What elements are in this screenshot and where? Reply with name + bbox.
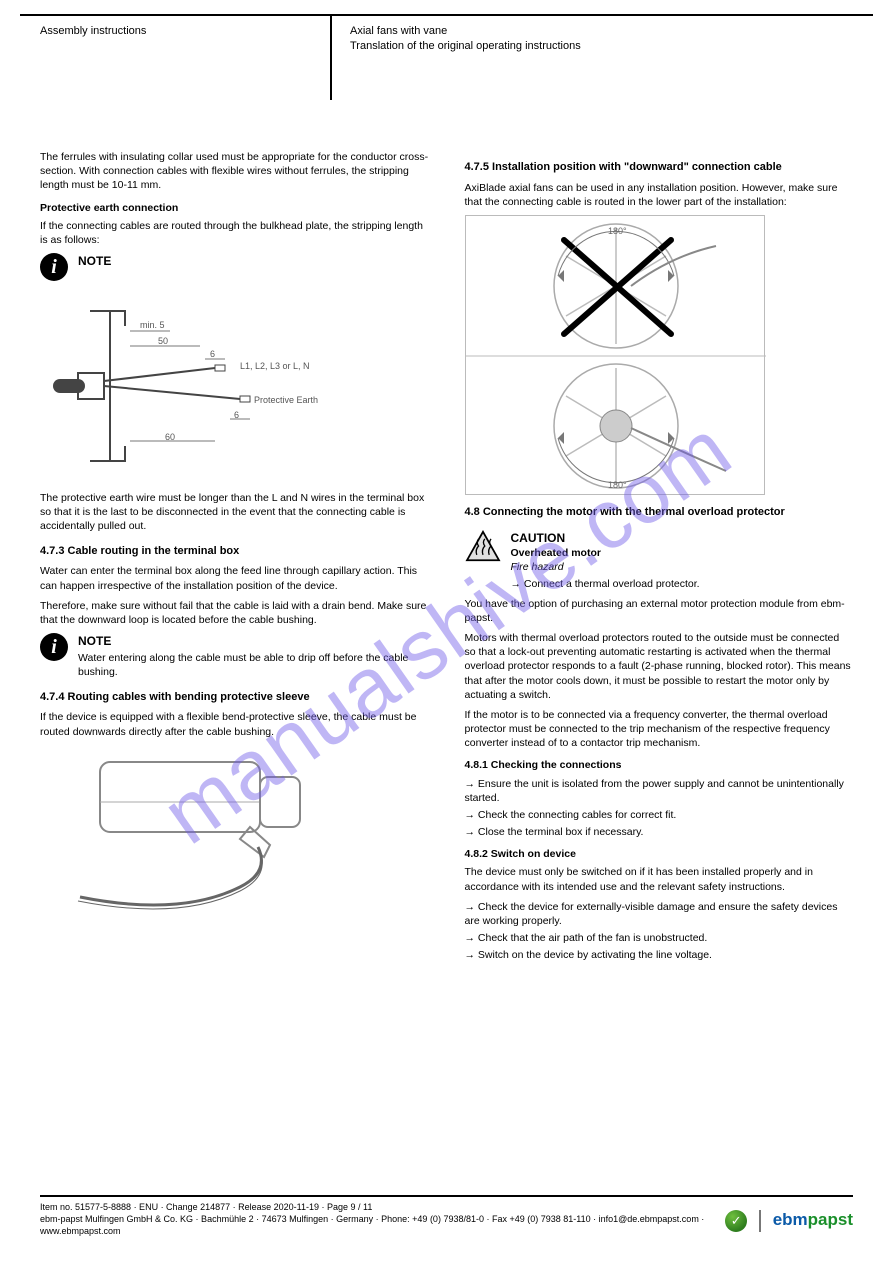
p-473-2: Therefore, make sure without fail that t… (40, 599, 429, 627)
sec-475-title: 4.7.5 Installation position with "downwa… (465, 160, 854, 175)
footer: Item no. 51577-5-8888 · ENU · Change 214… (40, 1195, 853, 1237)
intro-text: The ferrules with insulating collar used… (40, 150, 429, 193)
p-48-2: Motors with thermal overload protectors … (465, 631, 854, 702)
p-48-3: If the motor is to be connected via a fr… (465, 708, 854, 751)
header-right-line1: Axial fans with vane (350, 24, 830, 39)
sec-482-title: 4.8.2 Switch on device (465, 847, 854, 861)
p-473-1: Water can enter the terminal box along t… (40, 564, 429, 592)
list-item: Ensure the unit is isolated from the pow… (465, 777, 854, 805)
caution-em: Fire hazard (511, 560, 700, 574)
logo-separator (759, 1210, 761, 1232)
note-473-text: Water entering along the cable must be a… (78, 651, 429, 679)
dim-6a: 6 (210, 348, 215, 360)
dim-50: 50 (158, 335, 168, 347)
pe-title: Protective earth connection (40, 201, 429, 215)
header-left: Assembly instructions (40, 24, 310, 39)
caution-title: CAUTION (511, 530, 700, 546)
left-column: The ferrules with insulating collar used… (40, 150, 429, 969)
lbl-pe: Protective Earth (254, 394, 318, 406)
lbl-lwires: L1, L2, L3 or L, N (240, 360, 310, 372)
hot-surface-icon (465, 530, 501, 562)
list-item: Close the terminal box if necessary. (465, 825, 854, 839)
right-column: 4.7.5 Installation position with "downwa… (465, 150, 854, 969)
note-label: NOTE (78, 253, 111, 269)
list-482: Check the device for externally-visible … (465, 900, 854, 963)
header-divider (330, 14, 332, 100)
list-item: Check the connecting cables for correct … (465, 808, 854, 822)
note-block-1: i NOTE (40, 253, 429, 281)
dim-60: 60 (165, 431, 175, 443)
brand-logo: ebmpapst (773, 1209, 853, 1232)
svg-text:180°: 180° (608, 226, 627, 236)
info-icon: i (40, 253, 68, 281)
list-481: Ensure the unit is isolated from the pow… (465, 777, 854, 840)
dim-min5: min. 5 (140, 319, 165, 331)
p-482: The device must only be switched on if i… (465, 865, 854, 893)
p-48-1: You have the option of purchasing an ext… (465, 597, 854, 625)
sec-473-title: 4.7.3 Cable routing in the terminal box (40, 544, 429, 559)
sec-474-title: 4.7.4 Routing cables with bending protec… (40, 690, 429, 705)
header-right: Axial fans with vane Translation of the … (350, 24, 830, 54)
top-rule (20, 14, 873, 16)
brand-part2: papst (808, 1210, 853, 1229)
dim-6b: 6 (234, 409, 239, 421)
list-item: Check the device for externally-visible … (465, 900, 854, 928)
wire-stripping-diagram: min. 5 50 6 L1, L2, L3 or L, N Protectiv… (40, 291, 320, 491)
p-474: If the device is equipped with a flexibl… (40, 710, 429, 738)
terminal-box-figure (40, 747, 320, 927)
pe-text: If the connecting cables are routed thro… (40, 219, 429, 247)
list-item: Switch on the device by activating the l… (465, 948, 854, 962)
footer-item: Item no. 51577-5-8888 · ENU · Change 214… (40, 1201, 725, 1213)
logo-area: ✓ ebmpapst (725, 1209, 853, 1232)
info-icon: i (40, 633, 68, 661)
fan-installation-figure: 180° 180° (465, 215, 765, 495)
footer-company: ebm-papst Mulfingen GmbH & Co. KG · Bach… (40, 1213, 725, 1237)
sec-481-title: 4.8.1 Checking the connections (465, 758, 854, 772)
pe-note: The protective earth wire must be longer… (40, 491, 429, 534)
green-badge-icon: ✓ (725, 1210, 747, 1232)
caution-arrow: → Connect a thermal overload protector. (511, 577, 700, 591)
caution-block: CAUTION Overheated motor Fire hazard → C… (465, 530, 854, 591)
p-475: AxiBlade axial fans can be used in any i… (465, 181, 854, 209)
header-right-line2: Translation of the original operating in… (350, 39, 830, 54)
caution-arrow-text: Connect a thermal overload protector. (524, 578, 700, 590)
note-label-2: NOTE (78, 633, 429, 649)
brand-part1: ebm (773, 1210, 808, 1229)
caution-strong: Overheated motor (511, 546, 700, 560)
note-block-2: i NOTE Water entering along the cable mu… (40, 633, 429, 680)
sec-48-title: 4.8 Connecting the motor with the therma… (465, 505, 854, 520)
main-content: The ferrules with insulating collar used… (40, 150, 853, 969)
svg-text:180°: 180° (608, 480, 627, 490)
list-item: Check that the air path of the fan is un… (465, 931, 854, 945)
